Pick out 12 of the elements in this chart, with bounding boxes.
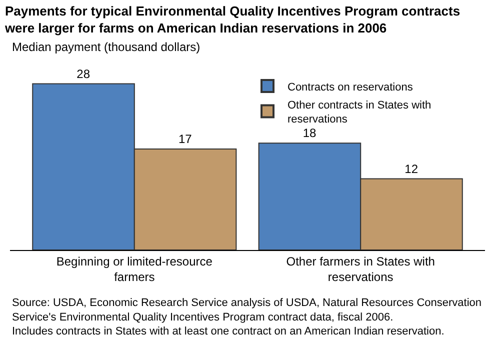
text: Includes contracts in States with at least one contract on an American Indian reservation. bbox=[12, 326, 444, 338]
data-label: 18 bbox=[302, 126, 317, 140]
chart-subtitle: Median payment (thousand dollars) bbox=[12, 40, 200, 54]
data-label: 28 bbox=[76, 66, 90, 81]
x-tick-label: Other farmers in States with reservations bbox=[286, 254, 435, 284]
chart-title: Payments for typical Environmental Quality Incentives Program contracts were larger for farms on American Indian reservations in 2006 bbox=[4, 4, 460, 36]
source-note: Source: USDA, Economic Research Service analysis of USDA, Natural Resources Conservation Service's Environmental Quality Incentives Program contract data, fiscal 2006. bbox=[12, 297, 482, 324]
data-label: 17 bbox=[178, 132, 192, 146]
data-label: 12 bbox=[404, 162, 418, 176]
x-tick-label: Beginning or limited-resource farmers bbox=[56, 254, 213, 284]
legend-label: Contracts on reservations bbox=[288, 81, 414, 94]
legend-label: Other contracts in States with reservations bbox=[288, 99, 432, 126]
